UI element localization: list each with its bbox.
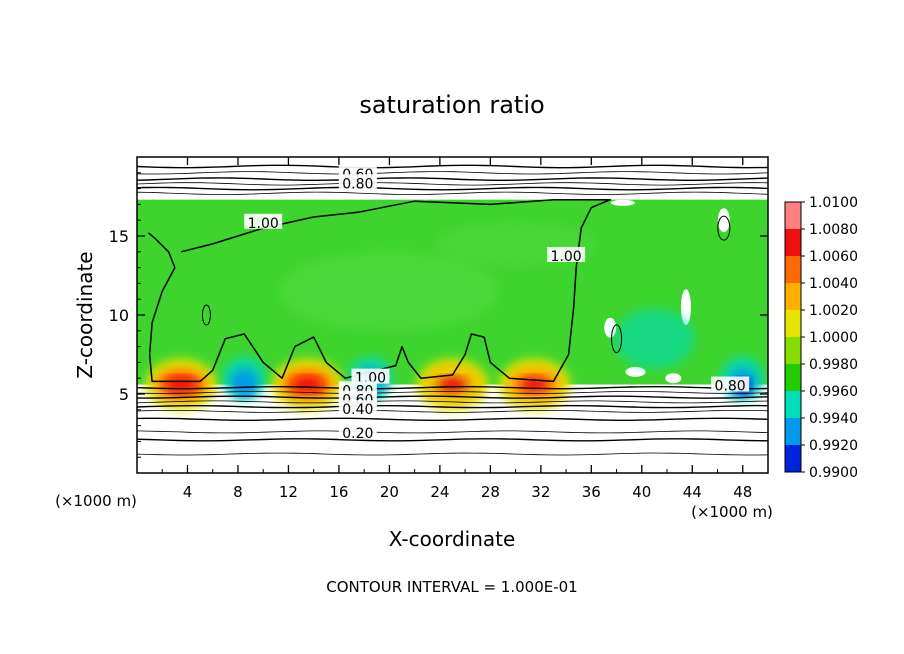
x-unit-left: (×1000 m) <box>55 492 137 510</box>
colorbar-segment <box>785 229 801 257</box>
contour-line <box>137 171 768 175</box>
contour-lines <box>137 164 768 456</box>
colorbar-label: 1.0000 <box>809 330 858 346</box>
dry-patch <box>665 373 682 384</box>
contour-line <box>137 164 768 169</box>
contour-line <box>137 404 768 409</box>
colorbar-label: 0.9940 <box>809 411 858 427</box>
contour-label: 1.00 <box>550 249 581 265</box>
x-tick-label: 32 <box>531 483 550 501</box>
contour-line <box>137 400 768 404</box>
colorbar-label: 0.9900 <box>809 465 858 481</box>
y-tick-label: 10 <box>109 306 129 325</box>
colorbar-segment <box>785 283 801 311</box>
colorbar-segment <box>785 364 801 392</box>
warm-spot-0 <box>145 358 218 411</box>
contour-line <box>137 452 768 456</box>
dry-patch <box>604 317 617 338</box>
contour-line <box>137 186 768 191</box>
cold-spot-0 <box>222 356 267 401</box>
contour-line <box>137 191 768 195</box>
contour-label: 0.80 <box>342 176 373 192</box>
contour-loop <box>201 304 211 326</box>
contour-label: 0.40 <box>342 402 373 418</box>
colorbar-label: 0.9960 <box>809 384 858 400</box>
x-unit-right: (×1000 m) <box>691 503 773 521</box>
contour-line <box>137 395 768 399</box>
contour-label-bg <box>338 174 377 190</box>
colorbar-segment <box>785 445 801 473</box>
y-tick-label: 15 <box>109 227 129 246</box>
contour-line <box>137 177 768 181</box>
x-tick-label: 16 <box>329 483 348 501</box>
colorbar-segment <box>785 418 801 446</box>
contour-label-bg <box>547 246 586 262</box>
x-axis-label: X-coordinate <box>389 527 516 551</box>
contour-line <box>137 438 768 442</box>
contour-line <box>137 417 768 421</box>
x-tick-label: 48 <box>733 483 752 501</box>
y-axis-label: Z-coordinate <box>73 251 97 378</box>
contour-label-bg <box>338 400 377 416</box>
contour-1-00 <box>147 198 612 383</box>
x-tick-label: 4 <box>183 483 193 501</box>
colorbar-segment <box>785 256 801 284</box>
contour-line <box>137 391 768 394</box>
colorbar-label: 0.9920 <box>809 438 858 454</box>
contour-label: 0.20 <box>342 426 373 442</box>
colorbar-label: 1.0060 <box>809 249 858 265</box>
contour-loop <box>611 324 623 354</box>
contour-line <box>137 182 768 186</box>
colorbar-label: 1.0100 <box>809 195 858 211</box>
dry-patch <box>625 366 646 377</box>
contour-label: 0.80 <box>715 379 746 395</box>
x-tick-label: 8 <box>233 483 243 501</box>
y-axis-ticks: 5 10 15 <box>109 172 768 458</box>
colorbar-segment <box>785 391 801 419</box>
contour-label: 1.00 <box>248 216 279 232</box>
x-tick-label: 12 <box>279 483 298 501</box>
contour-interval-note: CONTOUR INTERVAL = 1.000E-01 <box>326 578 577 596</box>
x-axis-ticks: 4 8 12 16 20 24 28 32 36 40 44 48 <box>161 157 752 501</box>
dry-patch <box>680 289 691 326</box>
x-tick-label: 44 <box>683 483 702 501</box>
plot-area <box>137 164 768 456</box>
colorbar-label: 1.0020 <box>809 303 858 319</box>
contour-line <box>137 386 768 390</box>
colorbar-segment <box>785 202 801 230</box>
colorbar-segment <box>785 310 801 338</box>
contour-label-bg <box>351 368 390 384</box>
x-tick-label: 36 <box>582 483 601 501</box>
x-tick-label: 24 <box>430 483 449 501</box>
colorbar-label: 1.0080 <box>809 222 858 238</box>
colorbar-label: 1.0040 <box>809 276 858 292</box>
chart-title: saturation ratio <box>359 91 544 119</box>
field-patch <box>614 308 695 369</box>
x-tick-label: 40 <box>632 483 651 501</box>
contour-label-bg <box>711 376 750 392</box>
colorbar-label: 0.9980 <box>809 357 858 373</box>
contour-line <box>137 430 768 434</box>
field-patch <box>279 251 500 332</box>
colorbar: 1.0100 1.0080 1.0060 1.0040 1.0020 1.0000 0.99… <box>784 195 858 481</box>
y-tick-label: 5 <box>119 385 129 404</box>
dry-patch <box>610 199 635 206</box>
colorbar-segment <box>785 337 801 365</box>
contour-line <box>137 410 768 413</box>
x-tick-label: 20 <box>380 483 399 501</box>
x-tick-label: 28 <box>481 483 500 501</box>
saturation-field <box>137 199 768 411</box>
contour-loop <box>717 215 731 241</box>
dry-patch <box>717 208 730 233</box>
contour-label-bg <box>244 213 283 229</box>
contour-labels: 0.600.801.001.001.000.800.600.400.200.80 <box>244 164 750 442</box>
contour-label-bg <box>338 423 377 439</box>
